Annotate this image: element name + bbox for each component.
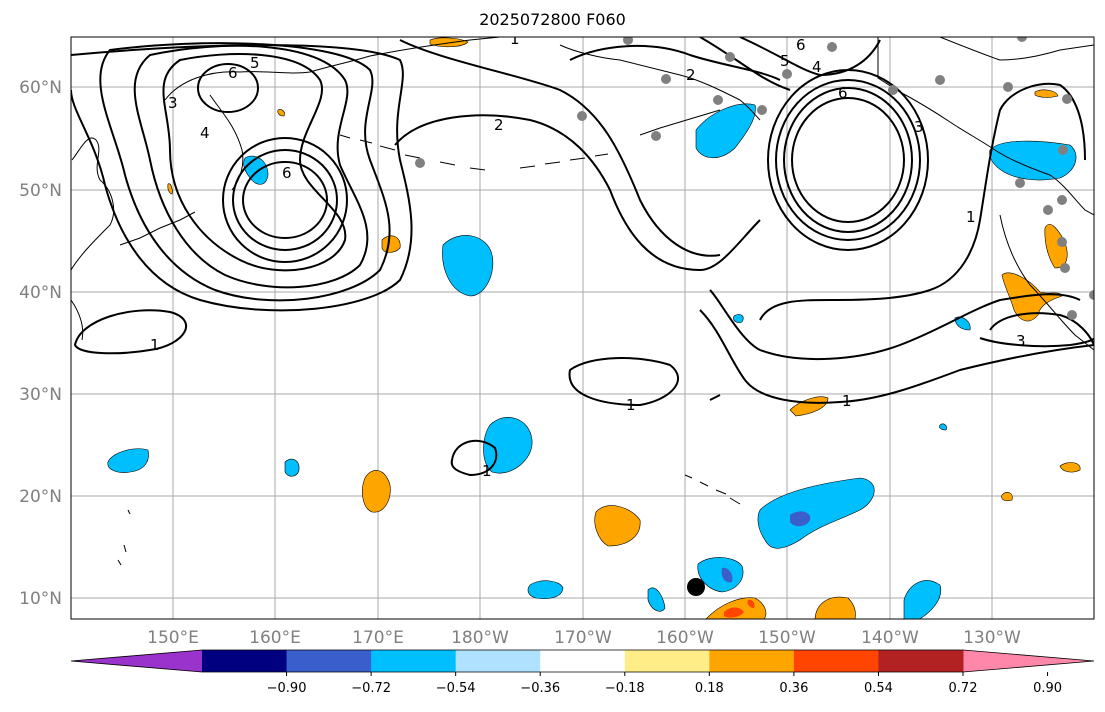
lon-label: 140°W	[861, 628, 919, 648]
station-markers	[415, 37, 1094, 320]
contour-label: 6	[282, 164, 292, 182]
contour-label: 6	[228, 64, 238, 82]
contour-label: 3	[914, 118, 924, 136]
lon-label: 160°E	[249, 628, 301, 648]
colorbar-extend-high	[963, 650, 1094, 672]
contour-label: 5	[780, 52, 790, 70]
colorbar-tick-label: −0.72	[351, 681, 391, 696]
contour-label: 1	[150, 336, 160, 354]
contour-label: 5	[250, 54, 260, 72]
contour-label: 2	[494, 116, 504, 134]
colorbar-tick-label: 0.18	[695, 681, 724, 696]
lat-label: 10°N	[19, 589, 62, 609]
lat-label: 40°N	[19, 283, 62, 303]
colorbar-segment	[624, 650, 710, 672]
colorbar: −0.90 −0.72 −0.54 −0.36 −0.18 0.18 0.36 0.54 0.7…	[70, 649, 1095, 696]
colorbar-tick-label: −0.36	[520, 681, 560, 696]
colorbar-segment	[709, 650, 795, 672]
colorbar-tick-label: 0.72	[949, 681, 978, 696]
colorbar-outline	[70, 649, 1095, 673]
colorbar-segment	[878, 650, 964, 672]
lat-label: 60°N	[19, 78, 62, 98]
colorbar-segment	[286, 650, 372, 672]
colorbar-segment	[371, 650, 457, 672]
colorbar-segment	[793, 650, 879, 672]
contour-label: 4	[200, 124, 210, 142]
lon-label: 160°W	[656, 628, 714, 648]
negative-anomaly-areas	[107, 103, 1077, 619]
colorbar-tick-label: −0.90	[267, 681, 307, 696]
contour-lines	[71, 37, 1094, 477]
colorbar-segment	[455, 650, 541, 672]
contour-label: 4	[812, 58, 822, 76]
lon-label: 150°E	[147, 628, 199, 648]
colorbar-segment	[202, 650, 288, 672]
lon-label: 170°E	[352, 628, 404, 648]
lon-label: 130°W	[963, 628, 1021, 648]
latitude-labels: 60°N 50°N 40°N 30°N 20°N 10°N	[19, 78, 62, 609]
strong-positive-anomaly-areas	[724, 599, 755, 618]
colorbar-tick-label: −0.18	[605, 681, 645, 696]
strong-negative-anomaly-areas	[721, 511, 811, 583]
colorbar-segment	[540, 650, 626, 672]
contour-labels: 1 6 5 4 3 6 2 2 5 6 4 6 3 1 3 1 1 1 1	[150, 30, 1026, 480]
colorbar-tick-label: −0.54	[436, 681, 476, 696]
lat-label: 20°N	[19, 487, 62, 507]
colorbar-tick-label: 0.36	[779, 681, 808, 696]
map-title: 2025072800 F060	[479, 10, 626, 29]
lon-label: 150°W	[758, 628, 816, 648]
colorbar-tick-label: 0.90	[1033, 681, 1062, 696]
contour-label: 1	[966, 208, 976, 226]
lat-label: 50°N	[19, 181, 62, 201]
contour-label: 1	[626, 396, 636, 414]
longitude-labels: 150°E 160°E 170°E 180°W 170°W 160°W 150°…	[147, 628, 1021, 648]
contour-label: 3	[1016, 332, 1026, 350]
contour-label: 2	[686, 66, 696, 84]
lon-label: 170°W	[554, 628, 612, 648]
contour-label: 3	[168, 94, 178, 112]
contour-label: 1	[482, 462, 492, 480]
contour-label: 6	[796, 36, 806, 54]
colorbar-extend-low	[71, 650, 202, 672]
lat-label: 30°N	[19, 385, 62, 405]
contour-label: 6	[838, 84, 848, 102]
contour-label: 1	[510, 30, 520, 48]
lon-label: 180°W	[451, 628, 509, 648]
colorbar-tick-label: 0.54	[864, 681, 893, 696]
contour-label: 1	[842, 392, 852, 410]
map-border	[70, 36, 1095, 620]
coastlines	[71, 37, 1094, 566]
center-marker	[687, 578, 705, 596]
